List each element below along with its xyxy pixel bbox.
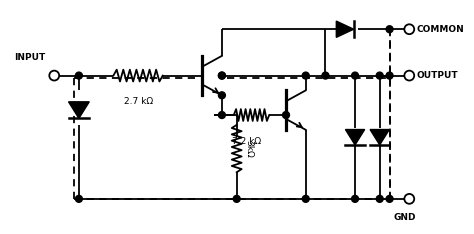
Circle shape bbox=[75, 195, 82, 202]
Circle shape bbox=[219, 92, 225, 99]
Polygon shape bbox=[69, 102, 89, 118]
Circle shape bbox=[352, 195, 358, 202]
Text: OUTPUT: OUTPUT bbox=[416, 71, 458, 80]
Circle shape bbox=[386, 195, 393, 202]
Circle shape bbox=[386, 72, 393, 79]
Circle shape bbox=[376, 72, 383, 79]
Circle shape bbox=[219, 72, 225, 79]
Polygon shape bbox=[346, 130, 365, 145]
Text: 2.7 kΩ: 2.7 kΩ bbox=[124, 97, 153, 106]
Circle shape bbox=[352, 72, 358, 79]
Text: GND: GND bbox=[393, 213, 416, 222]
Text: COMMON: COMMON bbox=[416, 25, 464, 34]
Circle shape bbox=[219, 112, 225, 118]
Text: 7.2 kΩ: 7.2 kΩ bbox=[232, 137, 261, 146]
Polygon shape bbox=[337, 21, 354, 37]
Circle shape bbox=[283, 112, 290, 118]
Circle shape bbox=[233, 195, 240, 202]
Text: 3kΩ: 3kΩ bbox=[245, 140, 254, 157]
Circle shape bbox=[386, 26, 393, 33]
Circle shape bbox=[302, 195, 309, 202]
Circle shape bbox=[302, 72, 309, 79]
Circle shape bbox=[219, 72, 225, 79]
Text: INPUT: INPUT bbox=[14, 53, 45, 62]
Circle shape bbox=[376, 195, 383, 202]
Circle shape bbox=[322, 72, 329, 79]
Polygon shape bbox=[370, 130, 389, 145]
Circle shape bbox=[75, 72, 82, 79]
